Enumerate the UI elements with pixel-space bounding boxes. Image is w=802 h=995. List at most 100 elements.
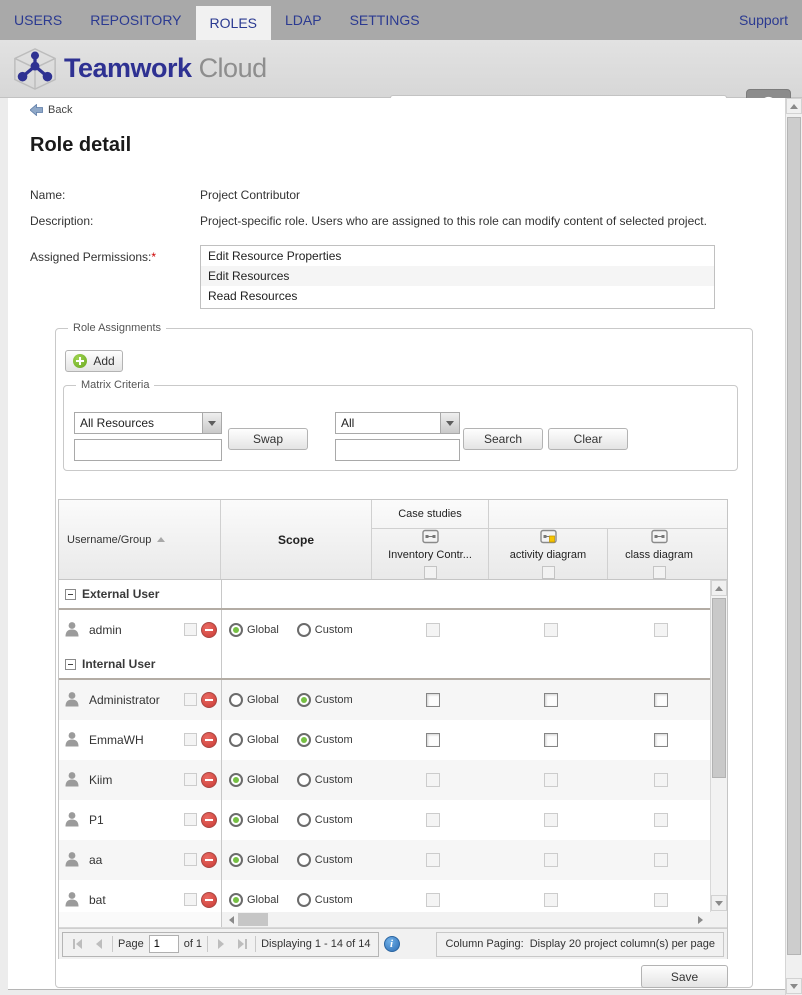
scope-custom-radio[interactable] (296, 893, 311, 907)
scope-custom-radio[interactable] (296, 623, 311, 637)
grid-body: External User admin Global (59, 580, 727, 912)
project-assignment-checkbox[interactable] (425, 733, 440, 747)
scope-global-radio[interactable] (229, 893, 243, 907)
type-filter-select[interactable]: All (335, 412, 460, 434)
select-row-checkbox[interactable] (184, 773, 197, 786)
scroll-right-icon[interactable] (692, 912, 708, 927)
page-scroll-up-icon[interactable] (786, 98, 802, 114)
displaying-status: Displaying 1 - 14 of 14 (261, 938, 371, 950)
matrix-criteria-legend: Matrix Criteria (76, 379, 155, 391)
scope-global-radio[interactable] (229, 623, 243, 637)
add-button[interactable]: Add (65, 350, 123, 372)
select-row-checkbox[interactable] (184, 853, 197, 866)
nav-item-support[interactable]: Support (738, 12, 788, 28)
clear-button[interactable]: Clear (548, 428, 628, 450)
scope-global-radio[interactable] (229, 813, 243, 827)
table-row: EmmaWH Global Custom (59, 720, 712, 760)
scope-global-label: Global (247, 894, 279, 906)
resource-filter-input[interactable] (74, 439, 222, 461)
scope-global-label: Global (247, 734, 279, 746)
remove-assignment-icon[interactable] (201, 772, 217, 788)
grid-header: Username/Group Scope Case studies (59, 500, 727, 580)
nav-item-users[interactable]: USERS (14, 12, 63, 28)
grid-horizontal-scrollbar[interactable] (221, 912, 711, 927)
page-title: Role detail (30, 134, 132, 156)
page-number-input[interactable] (148, 935, 179, 953)
remove-assignment-icon[interactable] (201, 892, 217, 908)
remove-assignment-icon[interactable] (201, 622, 217, 638)
select-row-checkbox[interactable] (184, 693, 197, 706)
type-filter-caret-icon[interactable] (440, 413, 459, 433)
username: bat (89, 893, 106, 907)
scope-global-radio[interactable] (229, 773, 243, 787)
project-assignment-checkbox[interactable] (654, 733, 668, 747)
scope-global-radio[interactable] (229, 733, 243, 747)
page-scroll-down-icon[interactable] (786, 978, 802, 994)
type-filter-input[interactable] (335, 439, 460, 461)
scope-global-radio[interactable] (229, 853, 243, 867)
project-assignment-checkbox[interactable] (425, 693, 440, 707)
collapse-group-icon[interactable] (65, 658, 76, 670)
project-assignment-checkbox (543, 893, 558, 907)
column-header-scope[interactable]: Scope (221, 500, 372, 579)
nav-item-settings[interactable]: SETTINGS (349, 12, 420, 28)
scroll-down-icon[interactable] (711, 895, 727, 911)
permission-item[interactable]: Read Resources (208, 289, 298, 303)
column-header-project-activity[interactable]: activity diagram (489, 529, 608, 579)
nav-item-repository[interactable]: REPOSITORY (90, 12, 182, 28)
select-column-checkbox[interactable] (652, 566, 666, 579)
select-column-checkbox[interactable] (423, 566, 437, 579)
scope-custom-label: Custom (314, 694, 353, 706)
project-assignment-checkbox[interactable] (543, 733, 558, 747)
search-button[interactable]: Search (463, 428, 543, 450)
resource-filter-select[interactable]: All Resources (74, 412, 222, 434)
resource-filter-caret-icon[interactable] (202, 413, 221, 433)
scope-custom-radio[interactable] (296, 813, 311, 827)
nav-item-ldap[interactable]: LDAP (285, 12, 322, 28)
scope-custom-radio[interactable] (296, 773, 311, 787)
scroll-left-icon[interactable] (224, 912, 240, 927)
scrollbar-corner (710, 912, 727, 927)
category-header-case-studies[interactable]: Case studies (372, 500, 489, 528)
grid-horizontal-scrollbar-thumb[interactable] (237, 913, 268, 926)
nav-item-roles[interactable]: ROLES (195, 6, 271, 40)
select-row-checkbox[interactable] (184, 623, 197, 636)
permission-item[interactable]: Edit Resources (201, 266, 714, 286)
grid-vertical-scrollbar[interactable] (710, 580, 727, 912)
column-header-username-group[interactable]: Username/Group (59, 500, 221, 579)
scope-global-label: Global (247, 774, 279, 786)
swap-button[interactable]: Swap (228, 428, 308, 450)
project-assignment-checkbox[interactable] (654, 693, 668, 707)
page-label: Page (118, 938, 144, 950)
column-paging-value[interactable]: Display 20 project column(s) per page (529, 938, 715, 950)
save-button[interactable]: Save (641, 965, 728, 988)
select-row-checkbox[interactable] (184, 893, 197, 906)
scope-global-radio[interactable] (229, 693, 243, 707)
toolbar-separator (255, 936, 257, 952)
scope-custom-radio[interactable] (296, 733, 311, 747)
select-row-checkbox[interactable] (184, 733, 197, 746)
sort-ascending-icon (157, 537, 166, 542)
project-assignment-checkbox[interactable] (543, 693, 558, 707)
remove-assignment-icon[interactable] (201, 732, 217, 748)
remove-assignment-icon[interactable] (201, 812, 217, 828)
grid-vertical-scrollbar-thumb[interactable] (712, 598, 726, 778)
column-header-project-inventory[interactable]: Inventory Contr... (372, 529, 489, 579)
scope-header-label: Scope (277, 532, 314, 547)
user-icon (65, 621, 79, 640)
scope-custom-radio[interactable] (296, 693, 311, 707)
scroll-up-icon[interactable] (711, 580, 727, 596)
info-icon[interactable]: i (383, 936, 400, 952)
permission-item[interactable]: Edit Resource Properties (208, 249, 342, 263)
collapse-group-icon[interactable] (65, 588, 76, 600)
role-assignments-legend: Role Assignments (68, 322, 167, 334)
page-vertical-scrollbar[interactable] (785, 98, 802, 995)
select-row-checkbox[interactable] (184, 813, 197, 826)
select-column-checkbox[interactable] (541, 566, 555, 579)
scope-custom-radio[interactable] (296, 853, 311, 867)
column-header-project-class[interactable]: class diagram (608, 529, 710, 579)
page-scrollbar-thumb[interactable] (787, 117, 801, 955)
remove-assignment-icon[interactable] (201, 692, 217, 708)
back-link[interactable]: Back (30, 104, 72, 116)
remove-assignment-icon[interactable] (201, 852, 217, 868)
